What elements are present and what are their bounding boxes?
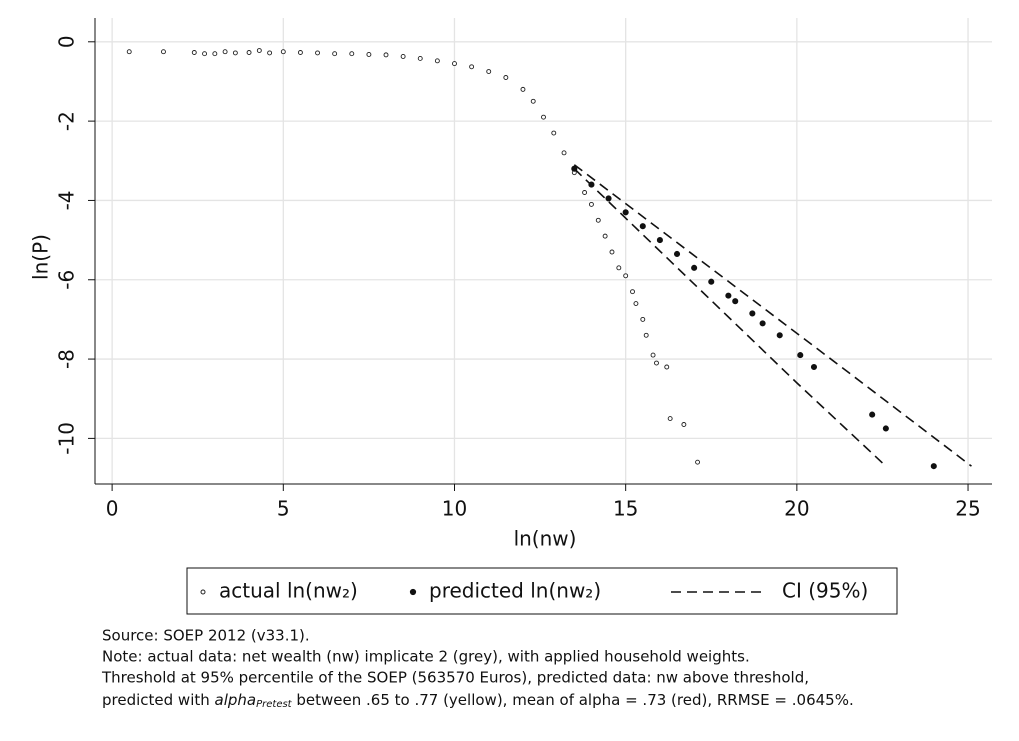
data-point <box>930 463 937 470</box>
data-point <box>605 195 612 202</box>
data-point <box>588 201 594 207</box>
data-point <box>561 150 567 156</box>
data-point <box>256 48 262 53</box>
data-point <box>732 298 739 305</box>
data-point <box>315 50 320 56</box>
data-point <box>232 50 238 56</box>
data-point <box>797 352 804 359</box>
data-point <box>161 49 166 55</box>
data-point <box>191 50 197 55</box>
x-axis-title: ln(nw) <box>514 527 577 551</box>
data-point <box>297 50 303 55</box>
data-point <box>332 51 338 57</box>
y-tick-label: -10 <box>55 422 79 455</box>
data-point <box>650 352 656 358</box>
data-point <box>530 98 536 104</box>
x-tick-label: 5 <box>277 497 290 521</box>
data-point <box>630 289 635 295</box>
data-point <box>681 422 687 427</box>
data-point <box>246 50 252 55</box>
x-tick-label: 25 <box>955 497 980 521</box>
y-tick-label: -4 <box>55 190 79 210</box>
data-point <box>882 425 889 432</box>
ci-line <box>573 168 887 467</box>
data-point <box>541 114 546 120</box>
data-point <box>616 265 622 271</box>
note-part: predicted with <box>102 691 215 709</box>
x-tick-label: 0 <box>106 497 119 521</box>
data-point <box>656 237 663 244</box>
data-point <box>280 49 286 55</box>
data-point <box>673 250 681 258</box>
data-point <box>400 54 406 59</box>
data-point <box>212 51 218 57</box>
data-point <box>725 292 732 299</box>
data-point <box>749 310 756 317</box>
y-axis-title: ln(P) <box>29 234 53 280</box>
data-point <box>469 64 475 70</box>
data-point <box>602 233 608 239</box>
data-point <box>582 190 588 195</box>
x-tick-label: 15 <box>613 497 638 521</box>
note: Threshold at 95% percentile of the SOEP … <box>101 669 809 687</box>
data-point <box>640 316 646 322</box>
y-tick-label: 0 <box>55 35 79 48</box>
data-point <box>417 56 423 61</box>
data-point <box>639 223 646 230</box>
data-point <box>695 459 701 465</box>
data-point <box>486 69 492 74</box>
y-tick-label: -8 <box>55 349 79 369</box>
legend-symbol <box>200 589 206 595</box>
data-point <box>776 332 783 339</box>
data-point <box>267 50 273 56</box>
data-point <box>667 416 673 422</box>
note-part: Pretest <box>256 699 293 710</box>
data-point <box>520 86 526 92</box>
data-point <box>383 52 389 58</box>
legend-box <box>186 567 898 615</box>
data-point <box>126 49 132 55</box>
data-point <box>691 264 698 271</box>
data-point <box>810 363 818 371</box>
note: predicted with alphaPretest between .65 … <box>102 691 854 711</box>
data-point <box>349 51 355 57</box>
note-part: between .65 to .77 (yellow), mean of alp… <box>292 691 854 709</box>
data-point <box>654 360 659 366</box>
legend-label: actual ln(nw₂) <box>219 579 358 603</box>
y-tick-label: -2 <box>55 111 79 131</box>
x-tick-label: 20 <box>784 497 809 521</box>
data-point <box>222 49 228 55</box>
data-point <box>708 278 715 285</box>
data-point <box>434 58 440 64</box>
data-point <box>202 51 208 57</box>
data-point <box>452 61 457 67</box>
data-point <box>664 364 670 370</box>
note-part: alpha <box>215 691 257 709</box>
legend-label: predicted ln(nw₂) <box>429 579 601 603</box>
note: Source: SOEP 2012 (v33.1). <box>102 627 310 645</box>
legend-symbol <box>409 588 417 596</box>
data-point <box>503 75 509 80</box>
y-tick-label: -6 <box>55 270 79 290</box>
data-point <box>869 411 876 418</box>
note: Note: actual data: net wealth (nw) impli… <box>102 648 750 666</box>
data-point <box>622 209 629 216</box>
data-point <box>623 273 629 279</box>
data-point <box>643 332 649 338</box>
x-tick-label: 10 <box>442 497 467 521</box>
legend-label: CI (95%) <box>782 579 868 603</box>
data-point <box>551 130 557 136</box>
data-point <box>633 301 639 306</box>
data-point <box>595 217 601 223</box>
data-point <box>609 249 615 255</box>
data-point <box>366 52 372 57</box>
data-point <box>759 320 766 327</box>
